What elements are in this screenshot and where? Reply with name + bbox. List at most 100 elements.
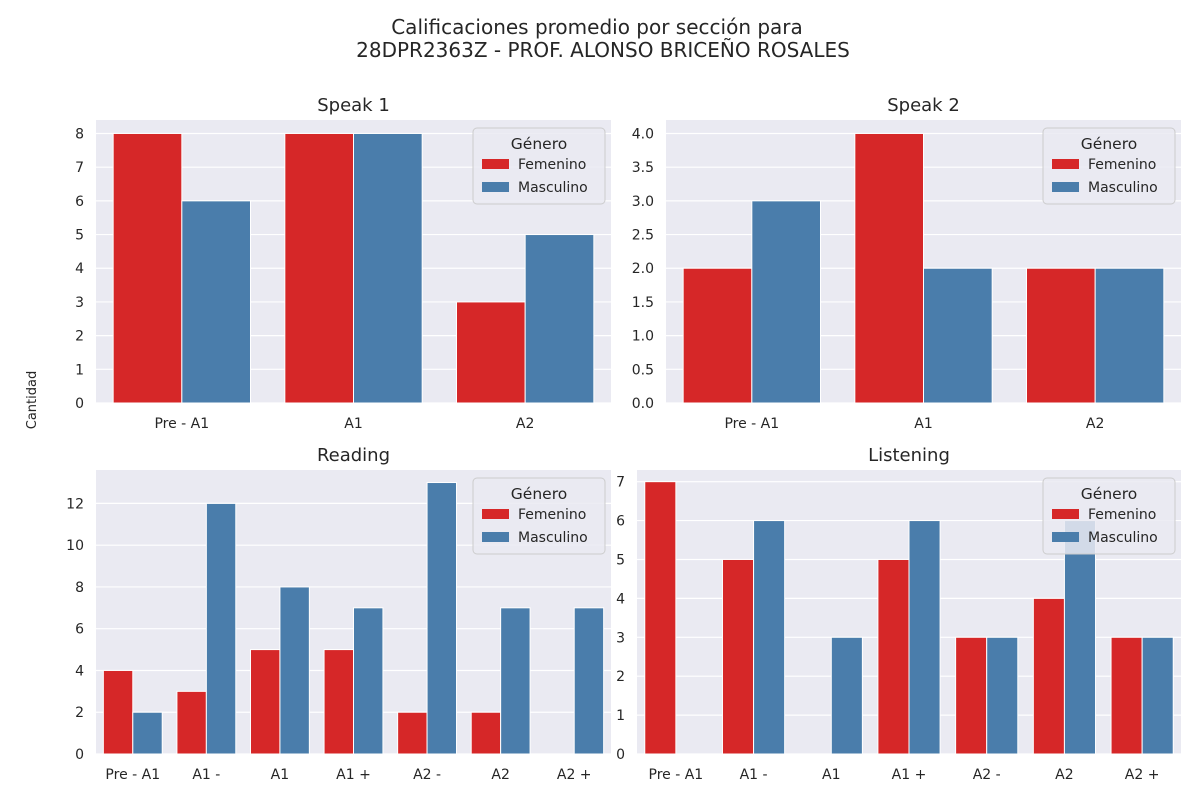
y-tick-label: 0: [75, 747, 84, 763]
panel-1: 0 1 2 3 4 5 6 7 8 Pre - A1 A1 A2 Speak 1 Género Femeni…: [75, 95, 611, 432]
bar-femenino: [176, 690, 207, 755]
bar-femenino: [112, 132, 183, 404]
y-tick-label: 3: [616, 630, 625, 646]
bar-masculino: [573, 607, 605, 755]
legend-title: Género: [511, 485, 567, 503]
x-tick-label: A2 -: [973, 767, 1001, 783]
y-tick-label: 5: [75, 228, 84, 244]
x-tick-label: A2 -: [413, 767, 441, 783]
y-tick-label: 2.5: [632, 228, 654, 244]
y-tick-label: 2: [75, 705, 84, 721]
y-tick-label: 4: [75, 261, 84, 277]
subplot-title: Speak 2: [887, 95, 960, 116]
subplot-title: Listening: [868, 445, 950, 466]
x-tick-label: Pre - A1: [649, 767, 704, 783]
legend-swatch-masculino: [482, 182, 509, 192]
x-tick-label: A1 +: [336, 767, 371, 783]
x-tick-label: Pre - A1: [724, 416, 779, 432]
bar-masculino: [500, 607, 531, 755]
x-tick-label: A2: [1055, 767, 1073, 783]
legend: Género Femenino Masculino: [1042, 127, 1176, 205]
x-tick-label: A1: [822, 767, 840, 783]
bar-masculino: [751, 200, 821, 404]
bar-masculino: [279, 586, 310, 755]
y-tick-label: 7: [616, 475, 625, 491]
legend-label-femenino: Femenino: [1088, 157, 1156, 173]
subplot-title: Speak 1: [317, 95, 390, 116]
legend-swatch-femenino: [482, 509, 509, 519]
y-tick-label: 1.0: [632, 329, 654, 345]
legend-title: Género: [1081, 135, 1137, 153]
legend-label-femenino: Femenino: [518, 157, 586, 173]
bar-masculino: [524, 234, 595, 404]
legend-label-masculino: Masculino: [518, 180, 588, 196]
y-tick-label: 6: [616, 514, 625, 530]
legend: Género Femenino Masculino: [1042, 477, 1176, 555]
figure-title-line2: 28DPR2363Z - PROF. ALONSO BRICEÑO ROSALE…: [356, 38, 850, 62]
y-tick-label: 4.0: [632, 126, 654, 142]
legend: Género Femenino Masculino: [472, 127, 606, 205]
bar-femenino: [1026, 267, 1096, 404]
x-tick-label: A1 +: [892, 767, 927, 783]
bar-femenino: [877, 558, 910, 755]
y-tick-label: 3.0: [632, 194, 654, 210]
legend: Género Femenino Masculino: [472, 477, 606, 555]
bar-masculino: [908, 520, 941, 755]
x-tick-label: A1: [271, 767, 289, 783]
legend-swatch-masculino: [1052, 182, 1079, 192]
legend-swatch-masculino: [1052, 532, 1079, 542]
legend-label-masculino: Masculino: [1088, 530, 1158, 546]
panel-4: 0 1 2 3 4 5 6 7 Pre - A1 A1 - A1 A1 + A2 - A2 A2 + List…: [616, 445, 1181, 783]
x-tick-label: A1 -: [192, 767, 220, 783]
bar-masculino: [426, 482, 458, 755]
legend-title: Género: [511, 135, 567, 153]
legend-swatch-femenino: [482, 159, 509, 169]
panel-3: 0 2 4 6 8 10 12 Pre - A1 A1 - A1 A1 + A2 - A2 A2 + Rea…: [66, 445, 611, 783]
y-tick-label: 10: [66, 538, 84, 554]
bar-femenino: [644, 481, 677, 755]
x-tick-label: A1: [914, 416, 932, 432]
y-tick-label: 0: [616, 747, 625, 763]
bar-femenino: [470, 711, 502, 755]
y-tick-label: 2: [75, 329, 84, 345]
x-tick-label: A1 -: [740, 767, 768, 783]
legend-title: Género: [1081, 485, 1137, 503]
x-tick-label: Pre - A1: [105, 767, 160, 783]
bar-masculino: [132, 711, 163, 755]
bar-femenino: [284, 132, 355, 404]
y-tick-label: 0: [75, 396, 84, 412]
bar-masculino: [353, 132, 423, 404]
bar-masculino: [753, 520, 786, 755]
bar-masculino: [1063, 520, 1097, 755]
figure-y-label: Cantidad: [25, 371, 40, 429]
subplot-title: Reading: [317, 445, 390, 466]
x-tick-label: Pre - A1: [154, 416, 209, 432]
bar-femenino: [102, 669, 134, 755]
legend-swatch-masculino: [482, 532, 509, 542]
bar-femenino: [1032, 597, 1065, 755]
y-tick-label: 2: [616, 669, 625, 685]
y-tick-label: 6: [75, 194, 84, 210]
legend-label-femenino: Femenino: [1088, 507, 1156, 523]
bar-femenino: [397, 711, 428, 755]
x-tick-label: A1: [344, 416, 362, 432]
y-tick-label: 7: [75, 160, 84, 176]
bar-femenino: [1110, 636, 1143, 755]
bar-masculino: [353, 607, 384, 755]
y-tick-label: 0.5: [632, 362, 654, 378]
bar-masculino: [181, 200, 251, 404]
bar-masculino: [1141, 636, 1174, 755]
legend-swatch-femenino: [1052, 159, 1079, 169]
x-tick-label: A2: [491, 767, 509, 783]
bar-masculino: [986, 636, 1019, 755]
legend-label-masculino: Masculino: [1088, 180, 1158, 196]
y-tick-label: 4: [75, 663, 84, 679]
y-tick-label: 0.0: [632, 396, 654, 412]
bar-masculino: [1094, 267, 1165, 404]
y-tick-label: 1: [616, 708, 625, 724]
y-tick-label: 3.5: [632, 160, 654, 176]
x-tick-label: A2 +: [1125, 767, 1160, 783]
y-tick-label: 2.0: [632, 261, 654, 277]
bar-femenino: [955, 636, 988, 755]
